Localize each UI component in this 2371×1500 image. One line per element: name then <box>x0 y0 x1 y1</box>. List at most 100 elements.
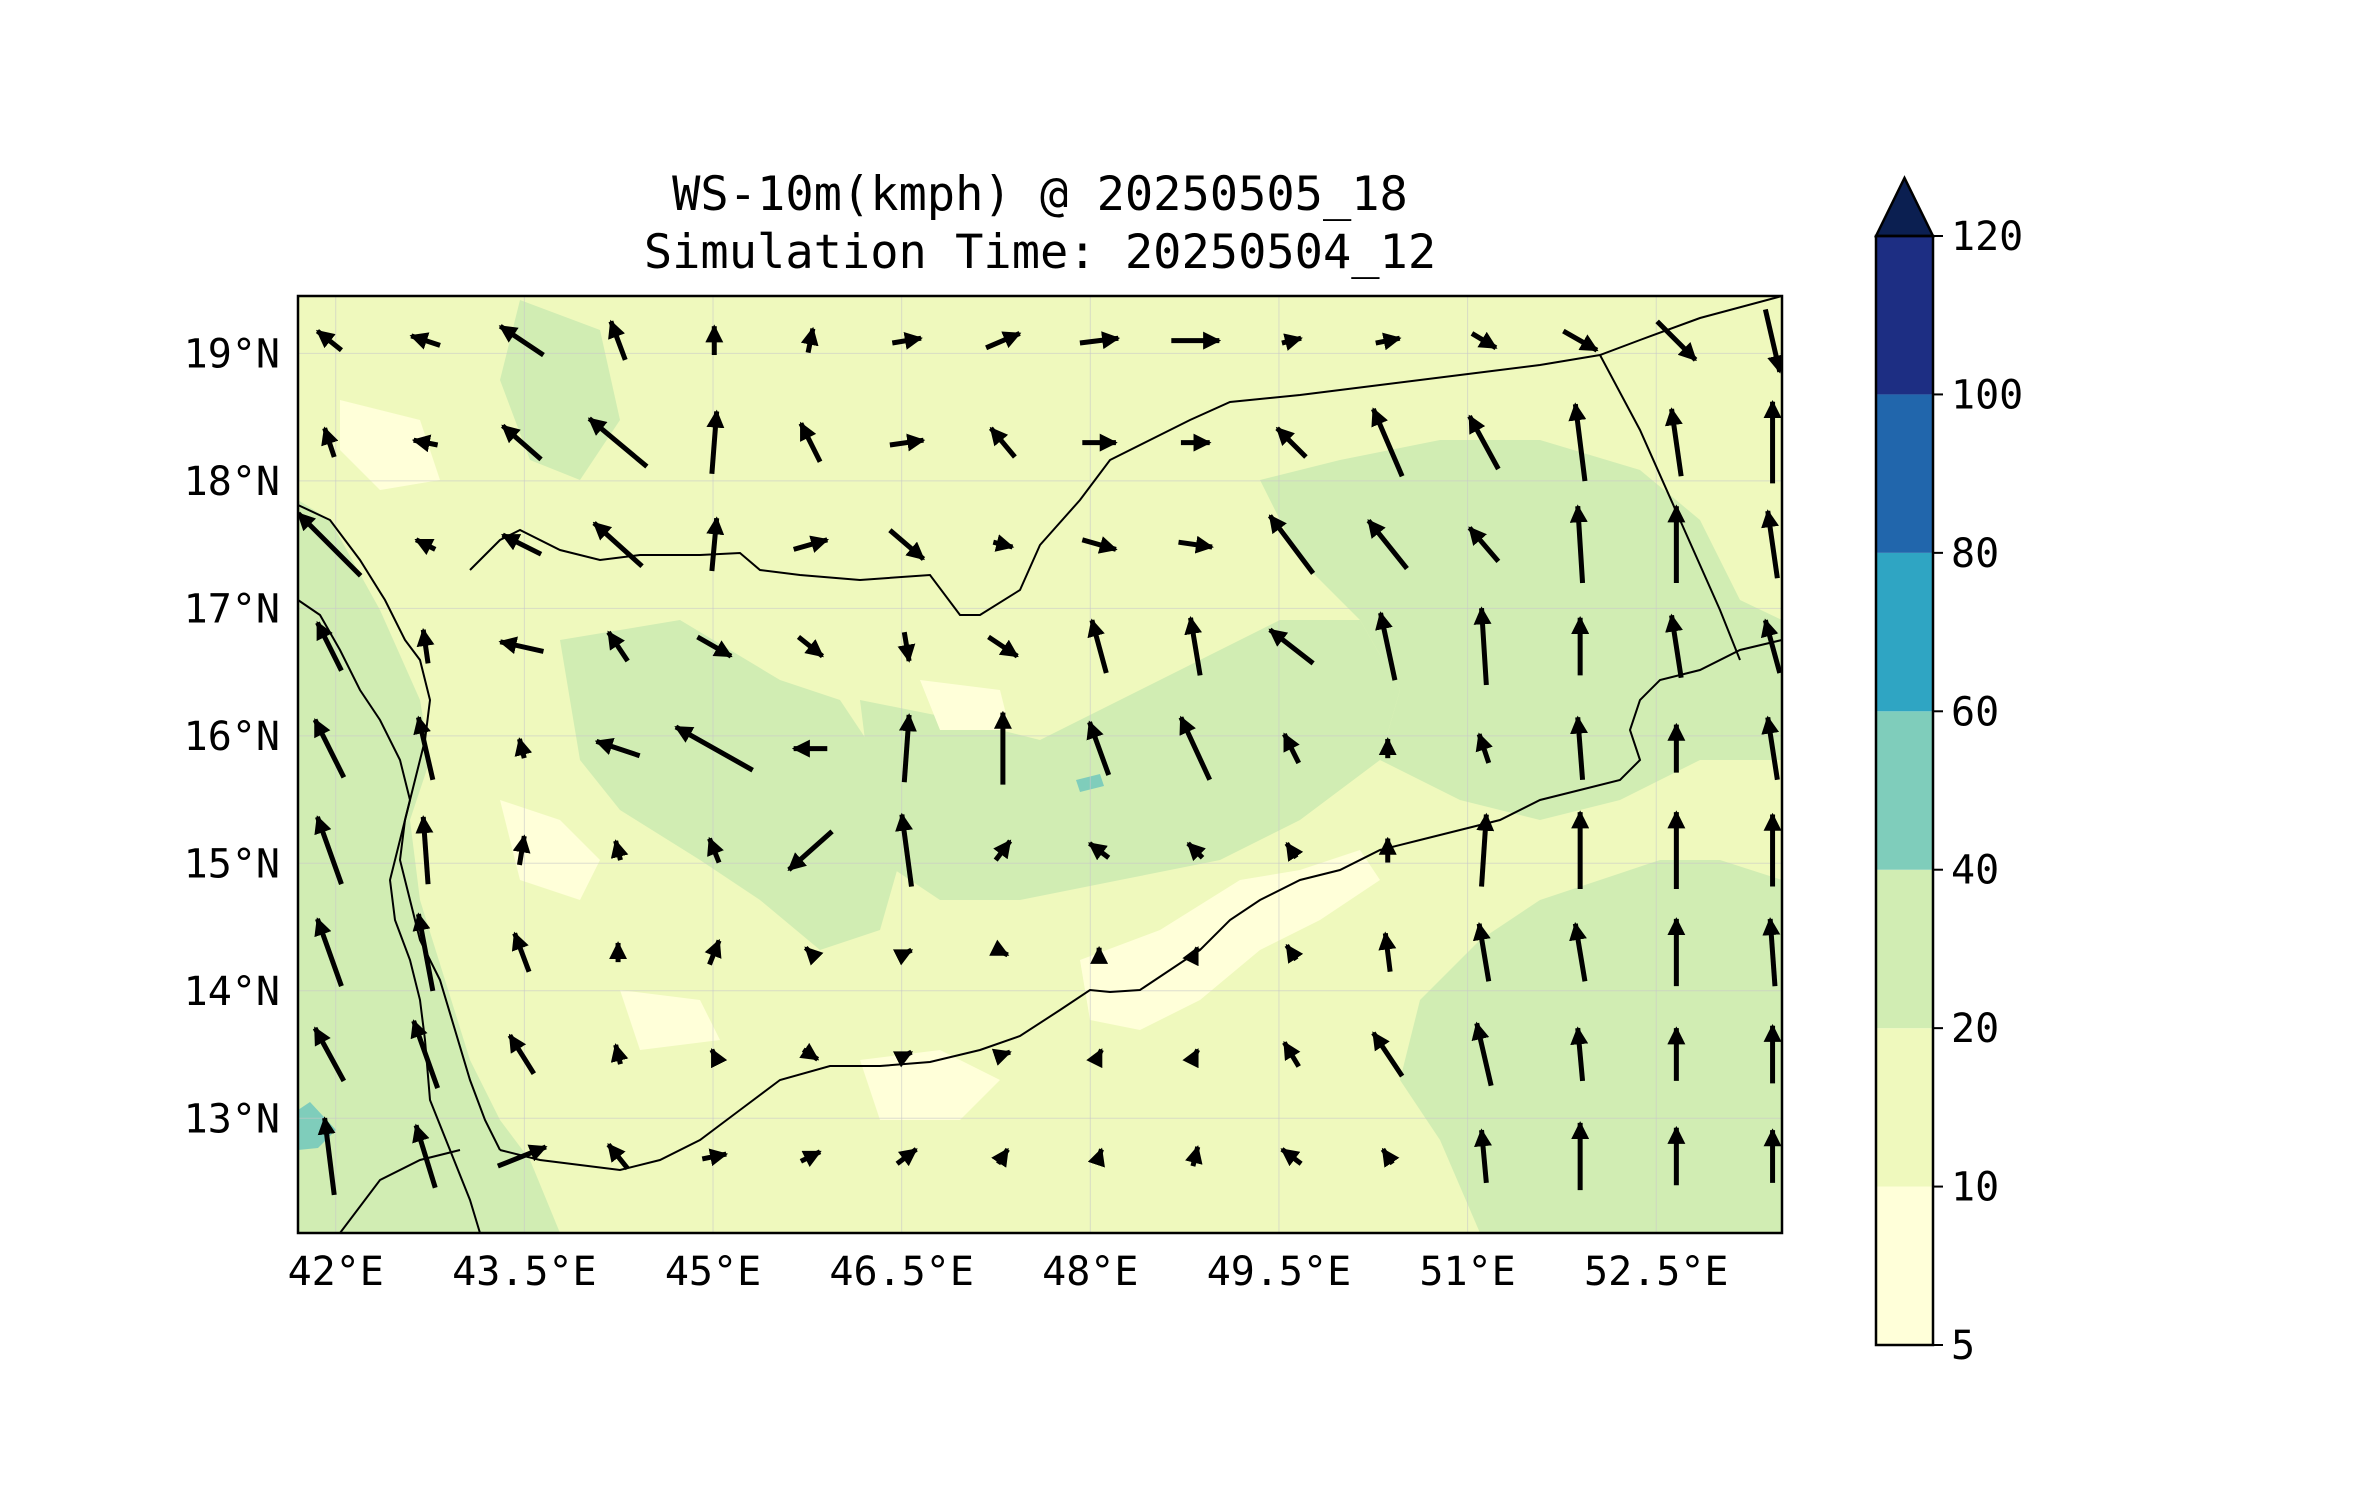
wind-arrow <box>1182 946 1200 967</box>
wind-arrow <box>1088 841 1111 861</box>
wind-arrow <box>898 713 917 783</box>
wind-arrow <box>892 947 914 966</box>
wind-arrow <box>1086 720 1112 776</box>
wind-arrow <box>298 511 363 578</box>
colorbar-frame <box>1874 234 1935 1347</box>
wind-arrow <box>1079 331 1121 350</box>
colorbar-label: 120 <box>1951 214 2023 260</box>
wind-arrow <box>1380 1147 1400 1168</box>
lon-tick-label: 48°E <box>1042 1249 1138 1295</box>
wind-arrow <box>1570 715 1588 780</box>
wind-arrow <box>1378 931 1397 973</box>
wind-arrow <box>1655 319 1698 362</box>
wind-arrow <box>988 426 1017 459</box>
lon-tick-label: 52.5°E <box>1584 1249 1729 1295</box>
wind-arrow <box>1275 426 1308 459</box>
lat-tick-label: 13°N <box>184 1096 280 1142</box>
wind-arrow <box>1562 328 1599 353</box>
wind-arrow <box>888 528 926 561</box>
wind-arrow <box>314 917 344 987</box>
wind-arrow <box>1268 627 1315 666</box>
wind-arrow <box>1761 509 1780 579</box>
wind-arrow <box>1474 1128 1492 1184</box>
wind-arrow <box>512 834 531 866</box>
wind-arrow <box>498 324 545 358</box>
calm-patch-interior <box>920 680 1010 730</box>
longitude-tick-labels: 42°E 43.5°E 45°E 46.5°E 48°E 49.5°E 51°E 52.5°E <box>288 1249 1729 1295</box>
lon-tick-label: 51°E <box>1419 1249 1515 1295</box>
colorbar-label: 80 <box>1951 531 1999 577</box>
wind-arrow <box>606 1142 630 1171</box>
gridlines <box>298 296 1782 1233</box>
wind-arrow <box>993 839 1013 862</box>
lat-tick-label: 16°N <box>184 714 280 760</box>
wind-arrow <box>1475 732 1493 764</box>
wind-arrow <box>416 627 435 664</box>
map-title: WS-10m(kmph) @ 20250505_18 <box>672 167 1408 222</box>
interior-wind-zone-central <box>860 620 1400 900</box>
wind-arrow <box>1568 402 1588 482</box>
colorbar-segment <box>1876 1186 1933 1345</box>
wind-arrow <box>606 630 630 663</box>
wind-arrow <box>312 718 347 779</box>
calm-patch-aden-coast <box>1080 850 1380 1030</box>
wind-arrow <box>706 409 725 474</box>
wind-arrow <box>592 521 644 569</box>
interior-wind-zone-northeast <box>1260 440 1782 820</box>
arabian-sea-wind-band <box>1400 860 1782 1233</box>
wind-arrow <box>511 931 532 973</box>
wind-arrow <box>1178 715 1212 781</box>
wind-arrow <box>985 331 1022 351</box>
colorbar-segment <box>1876 711 1933 870</box>
wind-arrow <box>987 634 1019 659</box>
colorbar-label: 5 <box>1951 1323 1975 1369</box>
wind-arrow <box>1186 841 1206 862</box>
wind-arrow <box>1371 1031 1405 1078</box>
wind-arrow <box>889 433 926 452</box>
wind-arrow <box>1375 332 1402 351</box>
map-subtitle: Simulation Time: 20250504_12 <box>644 225 1436 280</box>
wind-arrow <box>696 634 733 659</box>
wind-arrow <box>610 839 629 861</box>
wind-arrow <box>414 537 437 556</box>
wind-arrow <box>799 1042 820 1062</box>
wind-arrow <box>1282 1040 1301 1068</box>
colorbar-extend-arrow <box>1873 175 1936 238</box>
wind-arrow <box>704 938 722 966</box>
wind-arrow <box>409 332 441 350</box>
wind-arrow <box>1762 917 1781 987</box>
lon-tick-label: 49.5°E <box>1207 1249 1352 1295</box>
wind-arrow <box>1664 407 1684 477</box>
wind-arrow <box>1476 812 1495 887</box>
red-sea-wind-band <box>298 500 560 1233</box>
colorbar-label: 40 <box>1951 848 1999 894</box>
wind-arrow <box>587 416 649 469</box>
wind-arrow <box>1762 308 1782 374</box>
lon-tick-label: 43.5°E <box>452 1249 597 1295</box>
wind-arrow <box>792 535 830 553</box>
wind-arrow <box>410 1019 441 1089</box>
wind-arrow <box>1281 333 1303 351</box>
lon-tick-label: 46.5°E <box>829 1249 974 1295</box>
wind-arrow <box>706 516 725 572</box>
wind-arrow <box>674 724 754 773</box>
wind-arrow <box>1081 536 1118 554</box>
wind-arrow <box>321 426 339 458</box>
wind-arrow <box>787 829 834 872</box>
wind-arrow <box>412 1123 438 1189</box>
lon-tick-label: 42°E <box>288 1249 384 1295</box>
colorbar-segment <box>1876 394 1933 553</box>
interior-wind-zone-west <box>560 620 900 950</box>
wind-arrow <box>1280 1147 1303 1167</box>
wind-arrow <box>415 815 434 885</box>
wind-arrow <box>701 1148 729 1167</box>
map-frame <box>296 294 1784 1235</box>
colorbar-label: 100 <box>1951 372 2023 418</box>
wind-arrow <box>1569 504 1588 584</box>
wind-arrow <box>800 326 819 354</box>
wind-arrow <box>799 1149 822 1168</box>
wind-arrow <box>315 620 344 672</box>
wind-arrow <box>317 1116 337 1196</box>
lat-tick-label: 15°N <box>184 841 280 887</box>
calm-patch-north <box>340 400 440 490</box>
